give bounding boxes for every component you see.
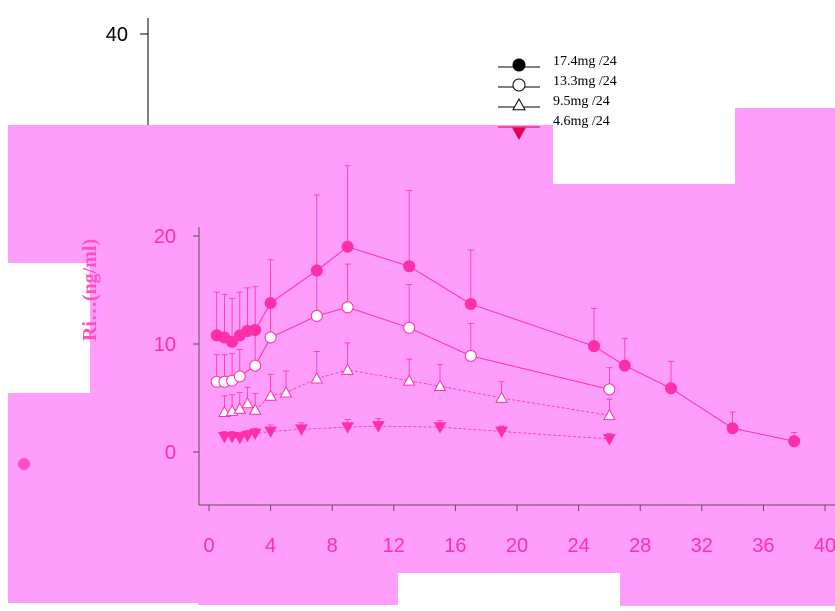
data-point bbox=[233, 370, 246, 383]
data-point bbox=[603, 383, 616, 396]
legend-item: 9.5mg /24 bbox=[498, 94, 610, 111]
legend-label: 9.5mg /24 bbox=[553, 94, 610, 109]
overlay-block bbox=[8, 393, 218, 443]
data-point bbox=[588, 340, 600, 353]
overlay-block bbox=[8, 443, 198, 603]
y-axis-label: Ri…(ng/ml) bbox=[79, 239, 101, 341]
overlay-block bbox=[8, 125, 553, 227]
x-tick-label: 8 bbox=[327, 535, 338, 557]
series-2 bbox=[210, 263, 616, 396]
overlay-gap bbox=[398, 573, 620, 606]
front-y-tick-label: 20 bbox=[154, 226, 176, 248]
data-point bbox=[603, 434, 616, 446]
legend-label: 13.3mg /24 bbox=[553, 74, 617, 89]
data-point bbox=[310, 372, 324, 384]
legend-marker bbox=[512, 78, 526, 92]
data-point bbox=[248, 403, 262, 415]
x-tick-label: 0 bbox=[203, 535, 214, 557]
overlay-block bbox=[553, 184, 735, 228]
series-4 bbox=[218, 418, 616, 446]
data-point bbox=[295, 424, 308, 436]
series-line bbox=[224, 425, 610, 440]
x-tick-label: 24 bbox=[567, 535, 589, 557]
data-point bbox=[464, 349, 477, 362]
data-point bbox=[233, 433, 247, 445]
x-tick-label: 4 bbox=[265, 535, 276, 557]
x-tick-label: 40 bbox=[814, 535, 835, 557]
overlay-block bbox=[735, 108, 835, 228]
data-point bbox=[788, 435, 801, 448]
y-tick-label: 40 bbox=[106, 24, 128, 46]
data-point bbox=[433, 379, 447, 392]
legend-marker bbox=[512, 97, 526, 111]
legend-item: 4.6mg /24 bbox=[498, 114, 610, 141]
data-point bbox=[241, 430, 254, 443]
data-point bbox=[264, 426, 277, 439]
data-point bbox=[495, 426, 508, 439]
data-point bbox=[372, 421, 385, 433]
legend-label: 4.6mg /24 bbox=[553, 114, 610, 129]
data-point bbox=[603, 408, 616, 421]
x-tick-label: 28 bbox=[629, 535, 651, 557]
legend-marker bbox=[512, 58, 526, 72]
legend-item: 13.3mg /24 bbox=[498, 74, 617, 92]
data-point bbox=[403, 321, 416, 334]
data-point bbox=[279, 386, 293, 398]
data-point bbox=[226, 335, 239, 348]
data-point bbox=[249, 359, 262, 372]
data-point bbox=[264, 331, 277, 344]
data-point bbox=[464, 298, 477, 311]
data-point bbox=[403, 260, 416, 273]
overlay-block bbox=[620, 505, 835, 606]
x-tick-label: 12 bbox=[383, 535, 405, 557]
series-1 bbox=[210, 165, 801, 448]
overlay-layer: Ri…(ng/ml) bbox=[8, 108, 835, 606]
chart-legend: 17.4mg /24 13.3mg /24 9.5mg /24 4.6mg /24 bbox=[498, 54, 617, 141]
x-tick-label: 32 bbox=[691, 535, 713, 557]
front-y-tick-label: 0 bbox=[165, 442, 176, 464]
data-point bbox=[218, 431, 231, 444]
data-point bbox=[618, 359, 631, 372]
series-3 bbox=[218, 342, 616, 421]
data-point bbox=[341, 240, 354, 253]
data-point bbox=[495, 391, 508, 403]
x-tick-label: 36 bbox=[752, 535, 774, 557]
ghost-data-point bbox=[18, 458, 30, 470]
data-point bbox=[241, 396, 254, 409]
legend-label: 17.4mg /24 bbox=[553, 54, 617, 69]
front-plot-layer: 0 10 20 0 4 8 12 16 20 24 28 32 36 40 bbox=[154, 165, 835, 557]
data-point bbox=[341, 301, 354, 314]
x-tick-label: 20 bbox=[506, 535, 528, 557]
data-point bbox=[726, 422, 739, 435]
data-point bbox=[433, 422, 447, 434]
data-point bbox=[402, 374, 416, 386]
data-point bbox=[341, 363, 354, 375]
x-tick-label: 16 bbox=[444, 535, 466, 557]
data-point bbox=[341, 422, 354, 434]
overlay-block bbox=[8, 227, 188, 263]
data-point bbox=[310, 309, 323, 322]
front-series-group bbox=[210, 165, 801, 448]
front-y-tick-label: 10 bbox=[154, 334, 176, 356]
legend-marker bbox=[512, 127, 526, 141]
data-point bbox=[665, 382, 677, 395]
data-point bbox=[264, 389, 277, 401]
data-point bbox=[248, 428, 262, 441]
legend-item: 17.4mg /24 bbox=[498, 54, 617, 72]
